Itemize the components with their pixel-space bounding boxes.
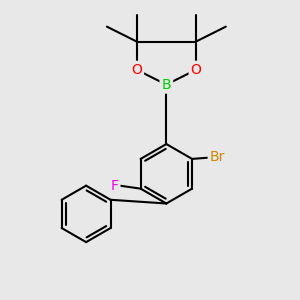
Text: B: B [161, 78, 171, 92]
Text: F: F [110, 179, 118, 193]
Text: O: O [190, 63, 202, 77]
Text: O: O [131, 63, 142, 77]
Text: Br: Br [210, 150, 225, 164]
